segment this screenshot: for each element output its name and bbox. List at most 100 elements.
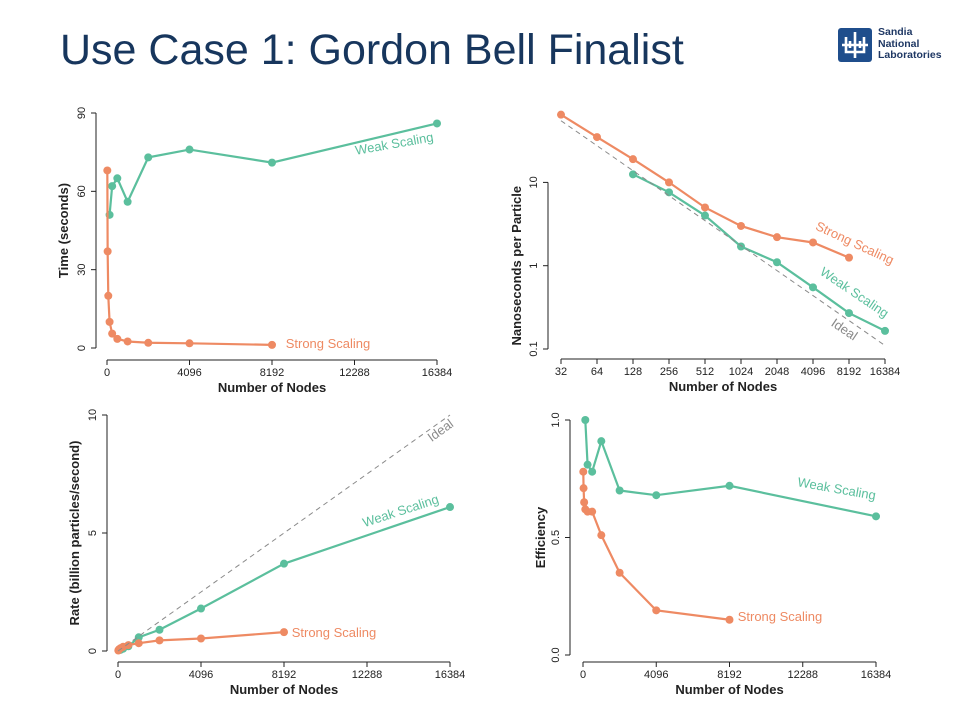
x-tick-label: 8192 bbox=[260, 367, 284, 379]
x-tick-label: 4096 bbox=[189, 669, 213, 681]
x-tick-label: 0 bbox=[115, 669, 121, 681]
weak-scaling-point bbox=[809, 283, 817, 292]
strong-scaling-point bbox=[597, 531, 606, 540]
strong-scaling-point bbox=[185, 339, 194, 348]
x-tick-label: 0 bbox=[580, 669, 586, 681]
y-axis-title: Nanoseconds per Particle bbox=[509, 186, 524, 346]
x-tick-label: 16384 bbox=[861, 669, 892, 681]
weak-scaling-point bbox=[197, 604, 205, 613]
x-tick-label: 8192 bbox=[837, 366, 861, 378]
logo-line-2: National bbox=[878, 37, 920, 50]
strong-scaling-point bbox=[134, 639, 143, 648]
weak-scaling-point bbox=[881, 326, 889, 335]
weak-scaling-line bbox=[632, 173, 886, 332]
weak-scaling-point bbox=[144, 153, 153, 162]
x-axis-title: Number of Nodes bbox=[218, 380, 326, 395]
strong-scaling-point bbox=[103, 247, 112, 256]
strong-scaling-point bbox=[579, 467, 588, 476]
y-tick-label: 1 bbox=[528, 263, 540, 269]
weak-scaling-point bbox=[583, 460, 592, 469]
weak-scaling-point bbox=[701, 211, 709, 220]
strong-scaling-point bbox=[155, 636, 164, 645]
strong-scaling-point bbox=[197, 634, 205, 643]
x-tick-label: 12288 bbox=[787, 669, 818, 681]
x-tick-label: 0 bbox=[104, 367, 110, 379]
weak-scaling-point bbox=[155, 625, 164, 634]
ideal-line bbox=[560, 120, 886, 346]
strong-scaling-point bbox=[557, 110, 565, 119]
strong-scaling-point bbox=[280, 628, 288, 637]
logo-line-1: Sandia bbox=[878, 26, 913, 38]
strong-scaling-point bbox=[108, 329, 117, 338]
weak-scaling-point bbox=[185, 145, 194, 154]
strong-scaling-point bbox=[809, 238, 817, 247]
strong-scaling-point bbox=[593, 133, 601, 142]
weak-scaling-point bbox=[725, 481, 734, 490]
strong-scaling-point bbox=[105, 317, 114, 326]
x-tick-label: 256 bbox=[660, 366, 678, 378]
weak-scaling-point bbox=[433, 119, 441, 128]
strong-scaling-point bbox=[701, 203, 709, 212]
y-tick-label: 10 bbox=[87, 409, 99, 421]
strong-scaling-point bbox=[615, 568, 624, 577]
strong-scaling-point bbox=[588, 507, 597, 516]
strong-scaling-point bbox=[124, 641, 133, 650]
x-tick-label: 2048 bbox=[765, 366, 789, 378]
x-tick-label: 4096 bbox=[177, 367, 201, 379]
logo-text: Sandia National Laboratories bbox=[878, 26, 942, 62]
weak-scaling-point bbox=[773, 258, 781, 267]
weak-scaling-point bbox=[588, 467, 597, 476]
strong-scaling-point bbox=[268, 340, 276, 349]
weak-scaling-line bbox=[584, 419, 877, 518]
x-tick-label: 4096 bbox=[644, 669, 668, 681]
x-tick-label: 12288 bbox=[339, 367, 370, 379]
x-tick-label: 16384 bbox=[435, 669, 466, 681]
y-axis-title: Rate (billion particles/second) bbox=[67, 441, 82, 626]
slide-title: Use Case 1: Gordon Bell Finalist bbox=[60, 26, 684, 74]
strong-scaling-point bbox=[113, 334, 122, 343]
y-tick-label: 0.0 bbox=[550, 647, 562, 662]
weak-scaling-point bbox=[268, 158, 276, 167]
weak-scaling-point bbox=[280, 559, 288, 568]
x-tick-label: 16384 bbox=[870, 366, 901, 378]
x-tick-label: 16384 bbox=[422, 367, 453, 379]
weak-scaling-point bbox=[108, 182, 117, 191]
weak-scaling-point bbox=[113, 174, 122, 183]
weak-scaling-point bbox=[446, 503, 454, 512]
weak-scaling-point bbox=[581, 416, 590, 424]
weak-scaling-point bbox=[845, 309, 853, 318]
x-tick-label: 512 bbox=[696, 366, 714, 378]
sandia-thunderbird-icon bbox=[838, 28, 872, 62]
y-axis-title: Efficiency bbox=[533, 506, 548, 568]
x-tick-label: 64 bbox=[591, 366, 603, 378]
y-tick-label: 90 bbox=[76, 107, 88, 119]
weak-scaling-series-label: Weak Scaling bbox=[796, 474, 877, 503]
y-tick-label: 60 bbox=[76, 185, 88, 197]
y-axis-title: Time (seconds) bbox=[56, 183, 71, 278]
strong-scaling-point bbox=[629, 155, 637, 164]
strong-scaling-point bbox=[652, 606, 661, 615]
weak-scaling-point bbox=[615, 486, 624, 495]
strong-scaling-point bbox=[580, 498, 589, 507]
ideal-line bbox=[117, 414, 451, 652]
strong-scaling-point bbox=[103, 166, 112, 175]
strong-scaling-point bbox=[104, 291, 113, 300]
weak-scaling-point bbox=[123, 197, 132, 206]
x-tick-label: 32 bbox=[555, 366, 567, 378]
sandia-logo: Sandia National Laboratories bbox=[838, 26, 942, 66]
strong-scaling-point bbox=[737, 221, 745, 230]
strong-scaling-point bbox=[144, 338, 153, 347]
y-tick-label: 0.5 bbox=[550, 530, 562, 545]
x-axis-title: Number of Nodes bbox=[669, 379, 777, 394]
x-tick-label: 4096 bbox=[801, 366, 825, 378]
weak-scaling-point bbox=[652, 491, 661, 500]
x-tick-label: 1024 bbox=[729, 366, 753, 378]
y-tick-label: 5 bbox=[87, 530, 99, 536]
strong-scaling-point bbox=[579, 484, 588, 493]
strong-scaling-point bbox=[123, 337, 132, 346]
logo-line-3: Laboratories bbox=[878, 49, 942, 61]
y-tick-label: 1.0 bbox=[550, 412, 562, 427]
